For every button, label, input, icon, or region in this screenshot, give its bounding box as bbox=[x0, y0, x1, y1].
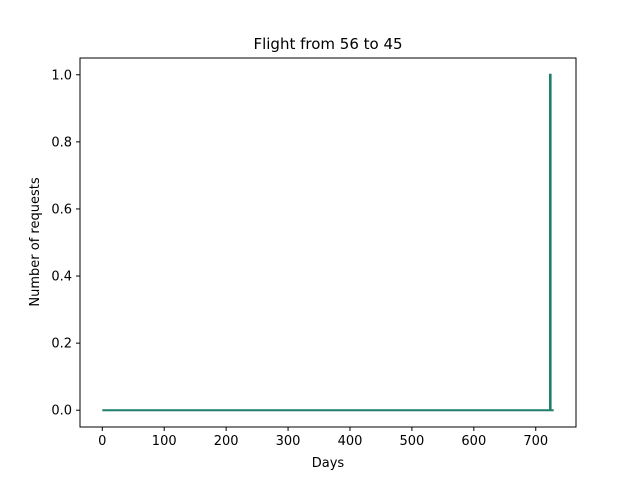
x-tick-label: 600 bbox=[461, 434, 486, 449]
x-axis-label: Days bbox=[312, 456, 345, 471]
y-tick-label: 1.0 bbox=[51, 68, 72, 83]
x-tick-label: 700 bbox=[523, 434, 548, 449]
x-tick-label: 200 bbox=[214, 434, 239, 449]
x-tick-label: 400 bbox=[338, 434, 363, 449]
x-tick-label: 500 bbox=[399, 434, 424, 449]
plot-area bbox=[102, 73, 554, 412]
x-tick-label: 0 bbox=[98, 434, 106, 449]
plot-frame bbox=[79, 57, 577, 428]
y-tick-label: 0.4 bbox=[51, 270, 72, 285]
y-axis: 0.0 0.2 0.4 0.6 0.8 1.0 bbox=[51, 68, 80, 419]
y-tick-label: 0.6 bbox=[51, 202, 72, 217]
series-line-0 bbox=[102, 73, 554, 412]
y-tick-label: 0.2 bbox=[51, 337, 72, 352]
chart-title: Flight from 56 to 45 bbox=[253, 35, 402, 53]
x-tick-label: 300 bbox=[276, 434, 301, 449]
y-tick-label: 0.0 bbox=[51, 404, 72, 419]
y-tick-label: 0.8 bbox=[51, 135, 72, 150]
y-axis-label: Number of requests bbox=[28, 177, 43, 306]
x-axis: 0 100 200 300 400 500 600 700 bbox=[98, 427, 548, 449]
x-tick-label: 100 bbox=[152, 434, 177, 449]
